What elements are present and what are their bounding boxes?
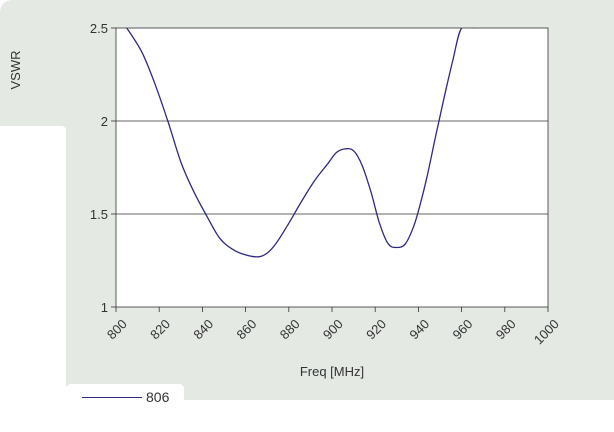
y-tick-label-1: 1 (101, 300, 108, 315)
y-axis-ticks: 1 1.5 2 2.5 (90, 21, 116, 315)
y-axis-label: VSWR (8, 51, 23, 90)
plot-area (115, 27, 549, 308)
series-806-line (126, 28, 475, 258)
legend-label-806: 806 (146, 389, 170, 405)
grid-lines (116, 120, 548, 215)
y-tick-label-2.5: 2.5 (90, 21, 108, 36)
y-tick-label-1.5: 1.5 (90, 207, 108, 222)
y-tick-label-2: 2 (101, 114, 108, 129)
legend: 806 (66, 384, 184, 414)
x-axis-label: Freq [MHz] (300, 364, 364, 379)
panel-top-curve (0, 0, 44, 126)
legend-line-swatch (82, 397, 142, 398)
